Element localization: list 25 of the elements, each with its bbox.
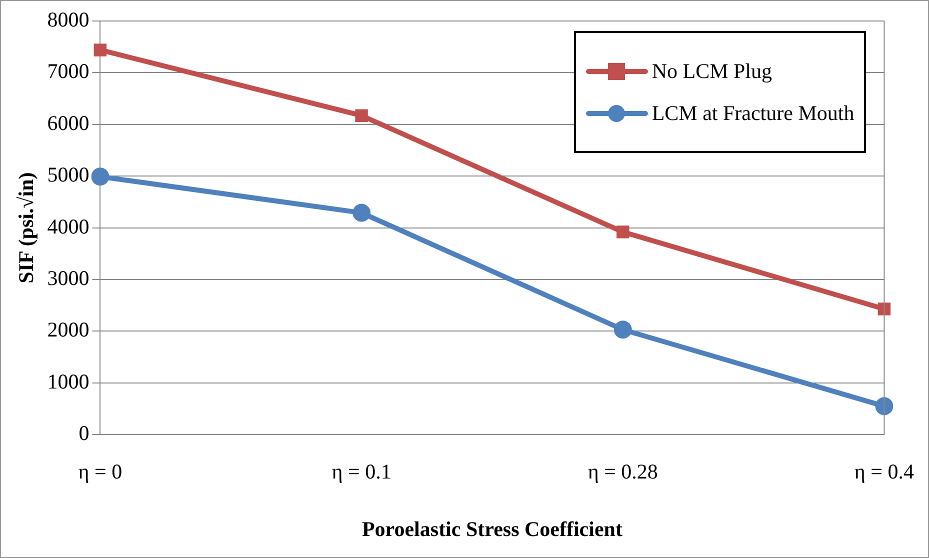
- point: [91, 168, 110, 186]
- point: [875, 397, 894, 416]
- point: [352, 204, 371, 222]
- y-tick-label: 6000: [47, 110, 90, 135]
- point: [94, 44, 107, 56]
- y-tick-label: 3000: [47, 266, 90, 290]
- x-tick-label: η = 0.28: [588, 460, 658, 484]
- x-tick-label: η = 0: [78, 460, 122, 484]
- legend-label: No LCM Plug: [652, 58, 772, 84]
- y-tick-label: 1000: [47, 369, 90, 394]
- y-tick-label: 8000: [47, 8, 90, 32]
- y-tick-label: 4000: [47, 214, 90, 238]
- y-axis-title: SIF (psi.√in): [14, 172, 38, 284]
- x-tick-label: η = 0.4: [854, 460, 914, 484]
- point: [878, 302, 891, 316]
- x-axis-title: Poroelastic Stress Coefficient: [362, 516, 622, 541]
- point: [616, 226, 630, 238]
- y-tick-label: 5000: [47, 162, 90, 187]
- y-tick-label: 7000: [47, 59, 90, 84]
- y-tick-label: 2000: [47, 318, 90, 342]
- point: [355, 109, 368, 122]
- point: [614, 320, 632, 339]
- y-tick-label: 0: [78, 421, 90, 446]
- legend-label: LCM at Fracture Mouth: [652, 100, 854, 126]
- x-tick-label: η = 0.1: [332, 460, 392, 484]
